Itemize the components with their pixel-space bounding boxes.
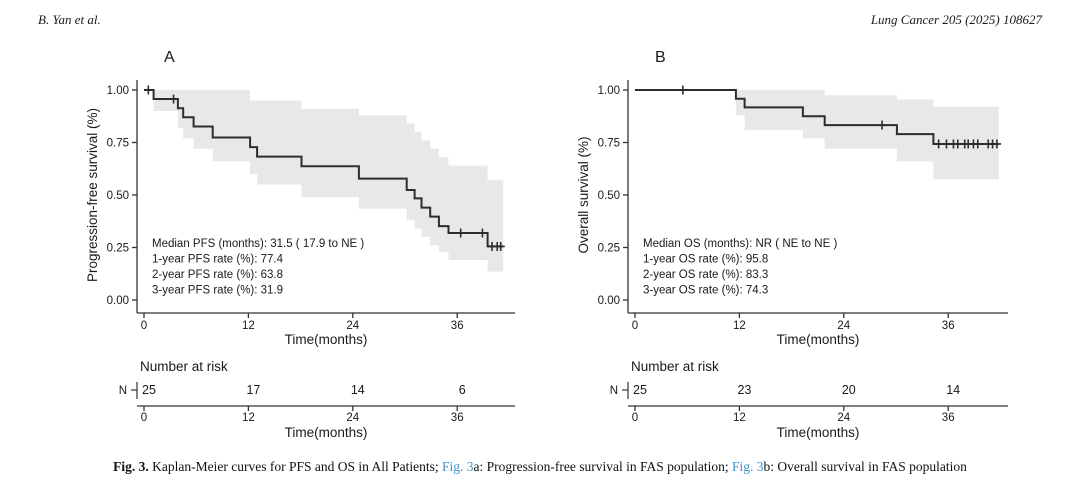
svg-text:36: 36 bbox=[451, 412, 464, 424]
svg-text:0.75: 0.75 bbox=[598, 138, 620, 150]
svg-text:25: 25 bbox=[142, 383, 156, 397]
figure-3b-crossref-link[interactable]: Fig. 3 bbox=[731, 459, 764, 474]
svg-text:1.00: 1.00 bbox=[107, 85, 129, 97]
svg-text:6: 6 bbox=[459, 383, 466, 397]
svg-text:24: 24 bbox=[837, 412, 850, 424]
svg-text:0: 0 bbox=[141, 412, 147, 424]
svg-text:14: 14 bbox=[351, 383, 365, 397]
svg-text:Median PFS (months): 31.5 ( 17: Median PFS (months): 31.5 ( 17.9 to NE ) bbox=[152, 238, 364, 250]
figure-caption-label: Fig. 3. bbox=[113, 459, 149, 474]
figure-caption-text: Kaplan-Meier curves for PFS and OS in Al… bbox=[148, 459, 442, 474]
svg-text:Time(months): Time(months) bbox=[285, 425, 368, 440]
svg-text:Number at risk: Number at risk bbox=[140, 359, 228, 374]
confidence-band bbox=[153, 90, 504, 272]
svg-text:12: 12 bbox=[733, 412, 746, 424]
svg-text:20: 20 bbox=[842, 383, 856, 397]
svg-text:12: 12 bbox=[242, 412, 255, 424]
censor-marks bbox=[678, 85, 1002, 149]
svg-text:14: 14 bbox=[946, 383, 960, 397]
risk-table: Number at risk N 25 23 20 14 0 12 24 36 Time(month… bbox=[610, 359, 1008, 440]
svg-text:0.50: 0.50 bbox=[107, 190, 129, 202]
kaplan-meier-figure-canvas: 0.00 0.25 0.50 0.75 1.00 0 12 24 36 Time(months) P… bbox=[85, 49, 1008, 440]
annotation-text: Median OS (months): NR ( NE to NE ) 1-yea… bbox=[643, 238, 837, 297]
svg-text:23: 23 bbox=[737, 383, 751, 397]
svg-text:N: N bbox=[119, 385, 127, 397]
svg-text:1.00: 1.00 bbox=[598, 85, 620, 97]
svg-text:0.25: 0.25 bbox=[598, 243, 620, 255]
svg-text:Median OS (months): NR ( NE to: Median OS (months): NR ( NE to NE ) bbox=[643, 238, 837, 250]
svg-text:Time(months): Time(months) bbox=[777, 425, 860, 440]
axes bbox=[623, 80, 1008, 318]
svg-text:36: 36 bbox=[942, 412, 955, 424]
axes bbox=[132, 80, 515, 318]
figure-3a-crossref-link[interactable]: Fig. 3 bbox=[441, 459, 474, 474]
km-curve bbox=[144, 89, 504, 248]
running-head-journal: Lung Cancer 205 (2025) 108627 bbox=[870, 12, 1042, 27]
svg-text:24: 24 bbox=[346, 320, 359, 332]
svg-text:0: 0 bbox=[141, 320, 147, 332]
svg-text:0.00: 0.00 bbox=[598, 295, 620, 307]
svg-text:2-year PFS rate (%): 63.8: 2-year PFS rate (%): 63.8 bbox=[152, 269, 283, 281]
svg-text:B: B bbox=[655, 49, 666, 66]
svg-text:0.00: 0.00 bbox=[107, 295, 129, 307]
svg-text:1-year PFS rate (%): 77.4: 1-year PFS rate (%): 77.4 bbox=[152, 254, 284, 266]
svg-text:0.25: 0.25 bbox=[107, 243, 129, 255]
running-head-authors: B. Yan et al. bbox=[38, 12, 101, 27]
svg-text:A: A bbox=[164, 49, 175, 66]
svg-text:Overall survival (%): Overall survival (%) bbox=[576, 136, 591, 253]
km-curve bbox=[635, 89, 999, 145]
svg-text:12: 12 bbox=[242, 320, 255, 332]
svg-text:1-year OS rate (%): 95.8: 1-year OS rate (%): 95.8 bbox=[643, 254, 768, 266]
svg-text:25: 25 bbox=[633, 383, 647, 397]
svg-text:36: 36 bbox=[451, 320, 464, 332]
censor-marks bbox=[144, 85, 505, 251]
svg-text:12: 12 bbox=[733, 320, 746, 332]
svg-text:Progression-free survival (%): Progression-free survival (%) bbox=[85, 108, 100, 282]
svg-text:24: 24 bbox=[346, 412, 359, 424]
svg-text:0.50: 0.50 bbox=[598, 190, 620, 202]
svg-text:0: 0 bbox=[632, 320, 638, 332]
svg-text:3-year OS rate (%): 74.3: 3-year OS rate (%): 74.3 bbox=[643, 285, 768, 297]
svg-text:Time(months): Time(months) bbox=[777, 332, 860, 347]
figure-caption: Fig. 3. Kaplan-Meier curves for PFS and … bbox=[0, 459, 1080, 475]
svg-text:0.75: 0.75 bbox=[107, 138, 129, 150]
confidence-band bbox=[735, 90, 999, 180]
km-panel-b: 0.00 0.25 0.50 0.75 1.00 0 12 24 36 Time(months) O… bbox=[576, 49, 1008, 440]
svg-text:17: 17 bbox=[246, 383, 260, 397]
svg-text:N: N bbox=[610, 385, 618, 397]
svg-text:0: 0 bbox=[632, 412, 638, 424]
svg-text:24: 24 bbox=[837, 320, 850, 332]
svg-text:36: 36 bbox=[942, 320, 955, 332]
risk-table: Number at risk N 25 17 14 6 0 12 24 36 Time(months… bbox=[119, 359, 515, 440]
svg-text:2-year OS rate (%): 83.3: 2-year OS rate (%): 83.3 bbox=[643, 269, 768, 281]
svg-text:Time(months): Time(months) bbox=[285, 332, 368, 347]
annotation-text: Median PFS (months): 31.5 ( 17.9 to NE )… bbox=[152, 238, 364, 297]
figure-caption-text-b: b: Overall survival in FAS population bbox=[763, 459, 967, 474]
svg-text:Number at risk: Number at risk bbox=[631, 359, 719, 374]
figure-caption-text-a: a: Progression-free survival in FAS popu… bbox=[473, 459, 732, 474]
km-panel-a: 0.00 0.25 0.50 0.75 1.00 0 12 24 36 Time(months) P… bbox=[85, 49, 515, 440]
svg-text:3-year PFS rate (%): 31.9: 3-year PFS rate (%): 31.9 bbox=[152, 285, 283, 297]
